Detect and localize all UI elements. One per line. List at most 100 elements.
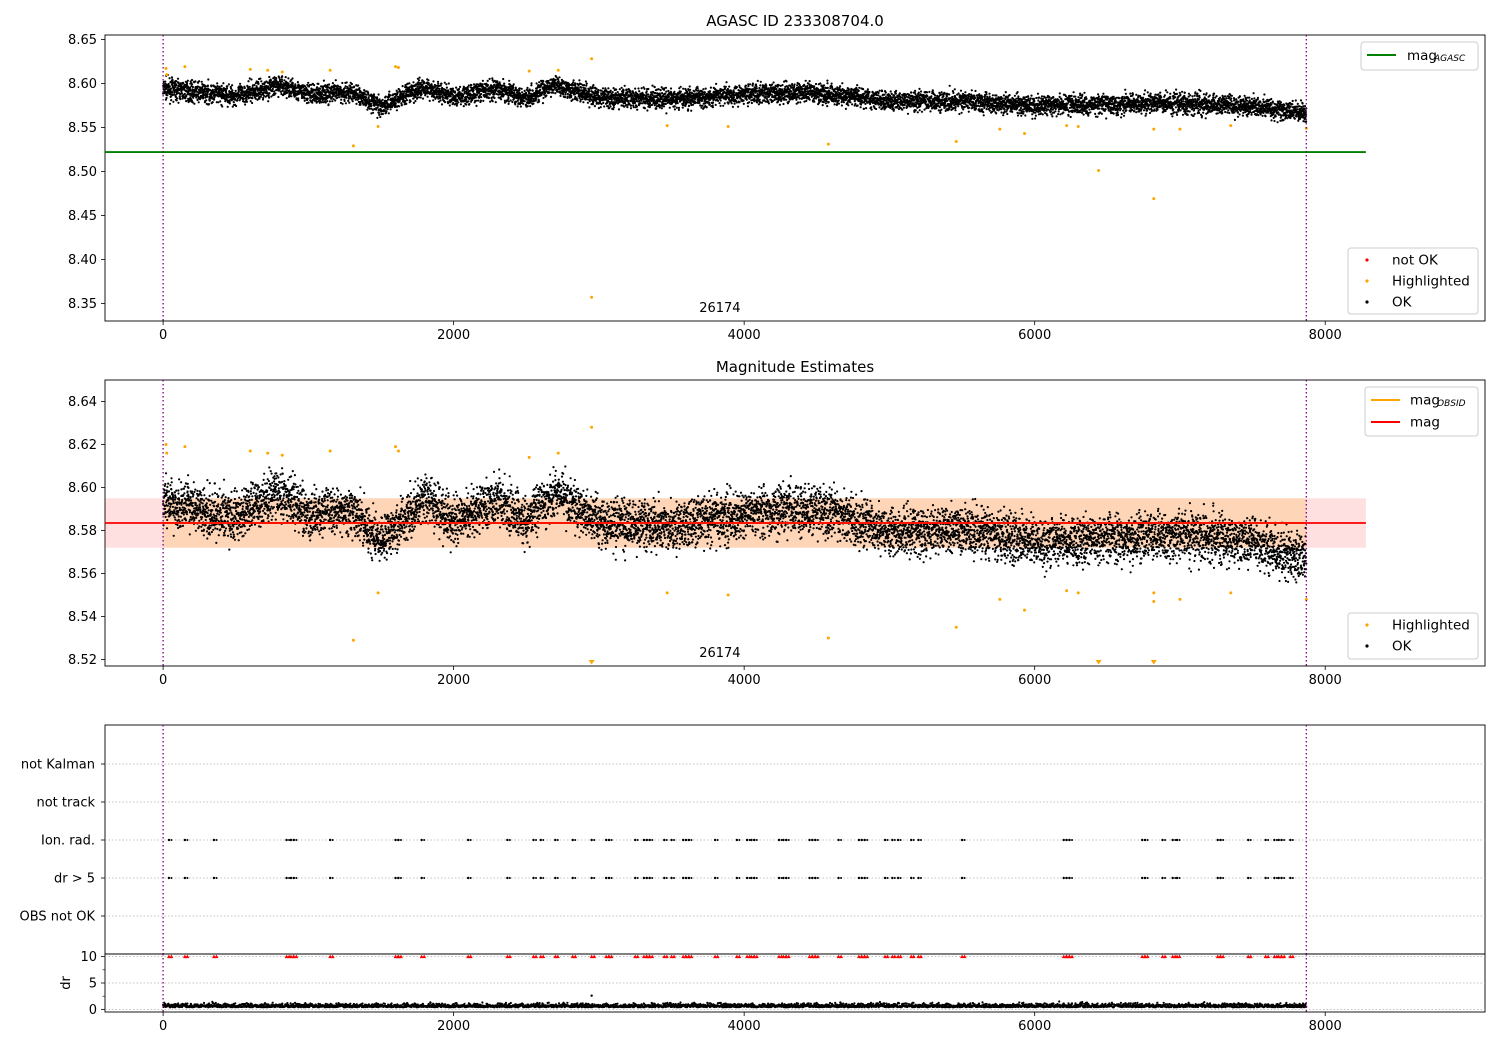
ok-point bbox=[449, 95, 452, 98]
ok-point bbox=[798, 84, 801, 87]
ok-point bbox=[387, 98, 390, 101]
ok-point bbox=[732, 96, 736, 99]
ok-point bbox=[389, 108, 392, 111]
ok-point bbox=[496, 80, 499, 83]
ok-point bbox=[190, 93, 193, 96]
ok-point bbox=[747, 85, 750, 88]
ok-point bbox=[303, 99, 306, 102]
ok-point bbox=[637, 87, 640, 90]
ok-point bbox=[759, 80, 762, 83]
ok-point bbox=[523, 89, 526, 92]
ok-point bbox=[443, 81, 446, 84]
ok-point bbox=[461, 96, 464, 100]
ok-point bbox=[440, 103, 444, 106]
ok-point bbox=[201, 85, 204, 88]
ok-point bbox=[185, 100, 188, 103]
ok-point bbox=[730, 102, 733, 105]
ok-point bbox=[703, 91, 707, 94]
ok-point bbox=[557, 80, 560, 83]
ok-point bbox=[219, 100, 222, 103]
ok-point bbox=[801, 88, 804, 91]
ok-point bbox=[462, 85, 465, 88]
ok-point bbox=[381, 98, 384, 101]
ok-point bbox=[363, 89, 366, 92]
ok-point bbox=[313, 84, 316, 87]
ok-point bbox=[358, 87, 361, 90]
ok-point bbox=[783, 93, 786, 96]
ok-point bbox=[348, 101, 351, 104]
ok-point bbox=[519, 105, 523, 108]
ok-point bbox=[603, 105, 606, 108]
ok-point bbox=[216, 85, 219, 88]
ok-point bbox=[412, 81, 415, 84]
ok-point bbox=[476, 93, 479, 96]
ok-point bbox=[805, 99, 808, 102]
ok-point bbox=[241, 87, 244, 90]
ok-point bbox=[804, 90, 807, 93]
ok-point bbox=[617, 108, 621, 111]
ok-point bbox=[395, 109, 398, 112]
ok-point bbox=[182, 81, 185, 84]
y-tick-label: 8.55 bbox=[68, 121, 97, 136]
ok-point bbox=[572, 79, 575, 82]
ok-point bbox=[511, 86, 515, 89]
ok-point bbox=[439, 95, 442, 98]
ok-point bbox=[781, 84, 784, 87]
ok-point bbox=[437, 82, 440, 85]
ok-point bbox=[477, 99, 480, 102]
ok-point bbox=[637, 93, 640, 97]
ok-point bbox=[351, 100, 354, 103]
ok-point bbox=[624, 102, 627, 105]
ok-point bbox=[459, 103, 462, 106]
ok-point bbox=[797, 101, 800, 104]
ok-point bbox=[367, 96, 370, 99]
ok-point bbox=[388, 90, 391, 93]
ok-point bbox=[623, 84, 626, 87]
ok-point bbox=[507, 97, 510, 100]
ok-point bbox=[754, 83, 758, 86]
ok-point bbox=[432, 80, 435, 83]
ok-point bbox=[428, 99, 431, 102]
ok-point bbox=[615, 88, 618, 91]
ok-point bbox=[475, 104, 478, 107]
ok-point bbox=[191, 85, 194, 89]
ok-point bbox=[572, 81, 575, 84]
ok-point bbox=[438, 87, 441, 90]
ok-point bbox=[285, 97, 288, 100]
ok-point bbox=[624, 94, 628, 97]
ok-point bbox=[277, 81, 280, 84]
ok-point bbox=[345, 96, 348, 99]
ok-point bbox=[236, 99, 239, 102]
ok-point bbox=[417, 83, 420, 86]
ok-point bbox=[522, 102, 525, 105]
ok-point bbox=[307, 101, 310, 104]
ok-point bbox=[376, 106, 379, 109]
ok-point bbox=[548, 82, 551, 85]
ok-point bbox=[708, 101, 711, 104]
ok-point bbox=[507, 102, 510, 105]
ok-point bbox=[808, 98, 811, 101]
ok-point bbox=[249, 100, 252, 103]
ok-point bbox=[711, 106, 715, 109]
ok-point bbox=[336, 96, 339, 99]
ok-point bbox=[581, 98, 584, 101]
ok-point bbox=[585, 82, 588, 85]
ok-point bbox=[607, 100, 611, 103]
ok-point bbox=[535, 97, 538, 100]
ok-point bbox=[294, 83, 297, 86]
y-tick-label: 8.65 bbox=[68, 33, 97, 48]
ok-point bbox=[168, 102, 172, 105]
ok-point bbox=[486, 83, 489, 87]
ok-point bbox=[755, 87, 758, 90]
ok-point bbox=[677, 108, 681, 111]
ok-point bbox=[738, 101, 741, 104]
ok-point bbox=[341, 102, 344, 105]
ok-point bbox=[170, 76, 174, 79]
ok-point bbox=[335, 91, 338, 94]
ok-point bbox=[242, 97, 245, 100]
ok-point bbox=[268, 75, 271, 79]
ok-point bbox=[387, 112, 390, 115]
ok-point bbox=[322, 79, 325, 82]
ok-point bbox=[179, 93, 182, 96]
y-tick-label: 8.35 bbox=[68, 297, 97, 312]
